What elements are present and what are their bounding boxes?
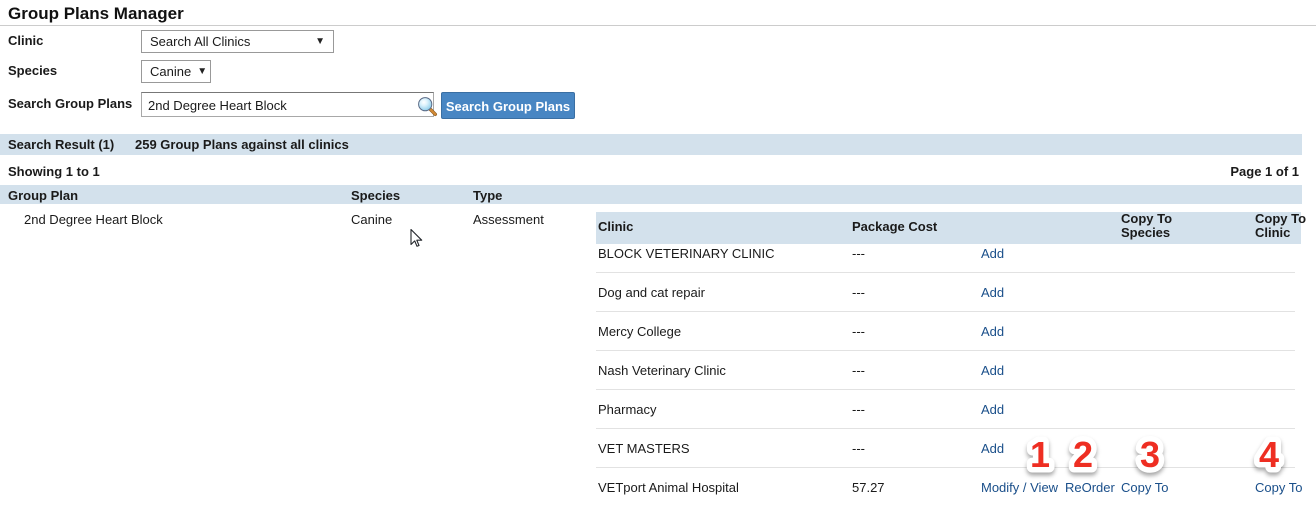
svg-text:2: 2 <box>1073 434 1093 475</box>
svg-text:4: 4 <box>1259 434 1279 475</box>
svg-text:1: 1 <box>1030 434 1050 475</box>
svg-text:3: 3 <box>1140 434 1160 475</box>
